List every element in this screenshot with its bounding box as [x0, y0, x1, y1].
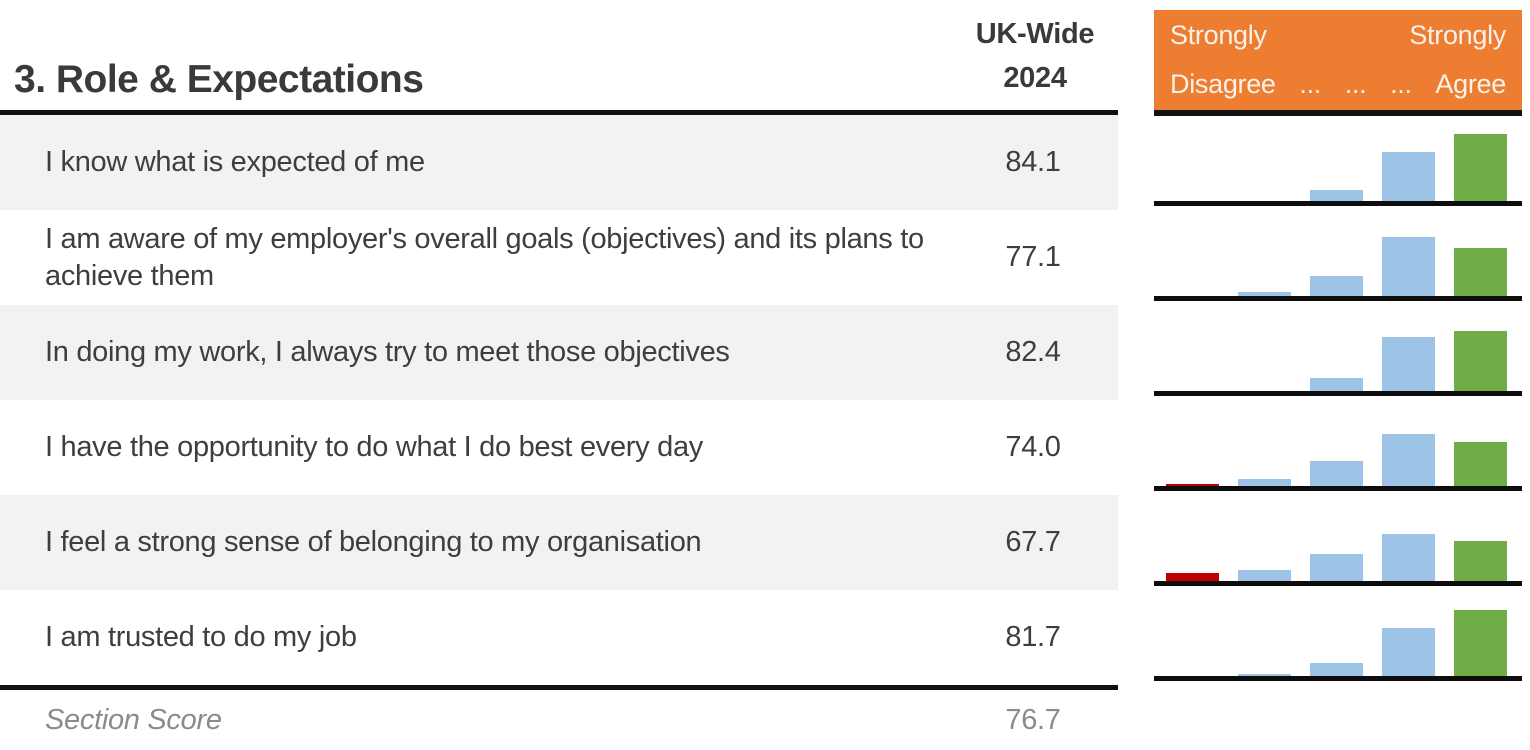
- column-header-line1: UK-Wide: [975, 18, 1095, 50]
- bar-strongly-agree: [1454, 134, 1507, 202]
- chart-baseline: [1154, 201, 1522, 206]
- bar-neutral: [1310, 276, 1363, 297]
- bar-agree: [1382, 337, 1435, 392]
- bar-neutral: [1310, 663, 1363, 677]
- question-label: I am aware of my employer's overall goal…: [45, 222, 924, 292]
- bar-disagree: [1238, 479, 1291, 487]
- chart-baseline: [1154, 486, 1522, 491]
- question-label: In doing my work, I always try to meet t…: [45, 336, 730, 368]
- question-table: I know what is expected of me 84.1 I am …: [0, 115, 1118, 685]
- bar-strongly-agree: [1454, 442, 1507, 487]
- section-score-value: 76.7: [1005, 703, 1061, 736]
- question-row: I have the opportunity to do what I do b…: [0, 400, 1118, 495]
- chart-baseline: [1154, 581, 1522, 586]
- distribution-chart: [1154, 400, 1522, 495]
- legend-dots-3: ...: [1390, 69, 1412, 99]
- legend-agree: Agree: [1435, 69, 1506, 99]
- question-row: In doing my work, I always try to meet t…: [0, 305, 1118, 400]
- distribution-chart: [1154, 210, 1522, 305]
- chart-baseline: [1154, 676, 1522, 681]
- legend-strongly-right: Strongly: [1409, 20, 1506, 50]
- bar-neutral: [1310, 190, 1363, 202]
- bar-agree: [1382, 534, 1435, 582]
- bar-strongly-agree: [1454, 331, 1507, 392]
- legend-disagree: Disagree: [1170, 69, 1276, 99]
- table-bottom-line: [0, 685, 1118, 690]
- legend-dots-1: ...: [1299, 69, 1321, 99]
- bar-strongly-disagree: [1166, 484, 1219, 487]
- bar-disagree: [1238, 674, 1291, 677]
- bar-neutral: [1310, 554, 1363, 582]
- column-header-line2: 2024: [1003, 62, 1067, 94]
- question-row: I am aware of my employer's overall goal…: [0, 210, 1118, 305]
- distribution-chart: [1154, 590, 1522, 685]
- distribution-chart: [1154, 305, 1522, 400]
- legend-header: Strongly Strongly Disagree ... ... ... A…: [1154, 10, 1522, 110]
- score-value: 67.7: [1005, 526, 1061, 558]
- bar-strongly-agree: [1454, 541, 1507, 582]
- question-row: I know what is expected of me 84.1: [0, 115, 1118, 210]
- bar-agree: [1382, 434, 1435, 487]
- page-title: 3. Role & Expectations: [14, 58, 424, 101]
- legend-line-top: Strongly Strongly: [1170, 20, 1506, 51]
- chart-baseline: [1154, 391, 1522, 396]
- bar-strongly-agree: [1454, 248, 1507, 297]
- bar-neutral: [1310, 461, 1363, 487]
- bar-agree: [1382, 237, 1435, 297]
- section-score-row: Section Score 76.7: [0, 690, 1118, 750]
- legend-divider-line: [1154, 110, 1522, 116]
- question-label: I am trusted to do my job: [45, 621, 357, 653]
- question-row: I am trusted to do my job 81.7: [0, 590, 1118, 685]
- question-label: I feel a strong sense of belonging to my…: [45, 526, 702, 558]
- legend-strongly-left: Strongly: [1170, 20, 1267, 50]
- bar-disagree: [1238, 292, 1291, 297]
- bar-strongly-agree: [1454, 610, 1507, 677]
- distribution-chart: [1154, 495, 1522, 590]
- question-row: I feel a strong sense of belonging to my…: [0, 495, 1118, 590]
- bar-strongly-disagree: [1166, 573, 1219, 582]
- legend-dots-2: ...: [1344, 69, 1367, 99]
- score-value: 77.1: [1005, 241, 1061, 273]
- bar-agree: [1382, 152, 1435, 202]
- header-divider-line: [0, 110, 1118, 115]
- legend-line-bottom: Disagree ... ... ... Agree: [1170, 69, 1506, 100]
- score-value: 74.0: [1005, 431, 1061, 463]
- question-label: I know what is expected of me: [45, 146, 425, 178]
- score-value: 84.1: [1005, 146, 1061, 178]
- bar-disagree: [1238, 570, 1291, 582]
- bar-agree: [1382, 628, 1435, 677]
- column-header-uk-wide-2024: UK-Wide 2024: [950, 12, 1120, 100]
- score-value: 81.7: [1005, 621, 1061, 653]
- score-value: 82.4: [1005, 336, 1061, 368]
- bar-neutral: [1310, 378, 1363, 392]
- chart-baseline: [1154, 296, 1522, 301]
- question-label: I have the opportunity to do what I do b…: [45, 431, 703, 463]
- section-score-label: Section Score: [45, 703, 222, 736]
- distribution-chart: [1154, 115, 1522, 210]
